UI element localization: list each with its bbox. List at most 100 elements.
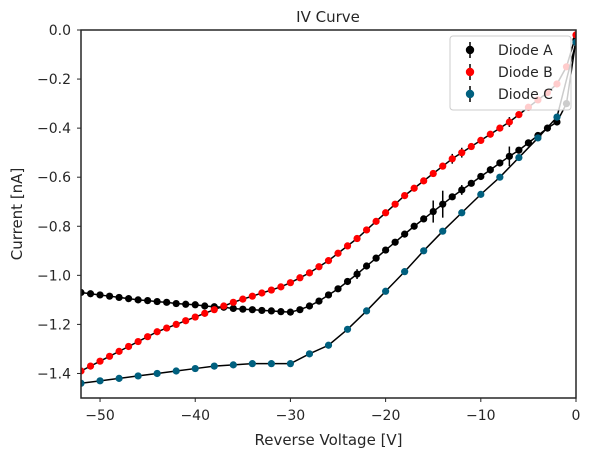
data-point [191,301,199,309]
legend-label: Diode C [498,87,553,103]
data-point [210,362,218,370]
data-point [439,200,447,208]
data-point [96,377,104,385]
y-tick-label: −1.2 [37,317,71,333]
x-tick-label: −30 [276,408,306,424]
data-point [496,159,504,167]
data-point [572,31,576,39]
y-tick-label: −0.2 [37,72,71,88]
data-point [172,367,180,375]
data-point [305,269,314,277]
plot-frame [80,29,577,399]
data-point [144,297,152,305]
data-point [420,177,428,185]
data-point [458,186,466,194]
data-point [448,193,456,201]
data-point [572,38,576,46]
data-point [467,179,475,187]
data-point [553,113,561,121]
y-tick-label: −0.6 [37,170,71,186]
data-point [239,305,247,313]
data-point [477,136,485,144]
data-point [182,317,190,325]
data-point [477,190,485,198]
data-point [201,309,209,317]
data-point [362,262,371,270]
data-point [343,242,352,250]
legend-item: Diode A [465,42,553,59]
data-point [486,130,494,138]
data-point [401,268,409,276]
data-point [172,299,180,308]
legend-box [449,35,572,111]
data-point [153,297,161,306]
data-point [429,207,437,216]
data-point [315,297,323,305]
data-point [229,304,237,313]
data-point [286,279,295,287]
data-point [477,172,485,181]
y-axis-label: Current [nA] [8,168,26,261]
data-point [296,274,304,282]
y-tick-label: −0.8 [37,219,71,235]
data-point [515,111,523,119]
data-point [201,302,209,310]
data-point [115,374,123,382]
chart-title: IV Curve [296,8,360,26]
data-point [372,254,380,262]
data-point [401,192,409,200]
data-point [86,362,95,370]
series-diode-c [81,38,576,387]
data-point [429,169,437,178]
y-tick-label: −0.4 [37,121,71,137]
data-point [277,308,285,316]
data-point [239,295,247,303]
data-point [182,300,190,308]
data-point [229,298,237,306]
data-point [401,230,409,238]
data-point [305,302,314,310]
data-point [286,360,295,368]
data-point [115,293,123,302]
data-point [96,357,104,365]
legend-item: Diode C [465,86,553,103]
data-point [258,306,266,315]
data-point [296,306,304,314]
data-point [96,291,104,299]
data-point [486,166,494,174]
data-point [267,307,275,315]
data-point [515,153,523,162]
data-point [248,306,256,314]
y-tick-label: −1.0 [37,268,71,284]
data-point [124,295,133,303]
data-point [115,347,123,355]
data-point [505,152,513,160]
data-point [420,247,428,255]
data-point [172,320,180,328]
data-point [134,296,142,304]
x-tick-label: −40 [180,408,210,424]
legend-item: Diode B [465,64,553,81]
data-point [286,308,295,316]
data-point [134,337,142,346]
data-point [248,360,256,368]
data-point [353,270,361,278]
data-point [496,124,504,132]
data-point [191,364,199,373]
x-tick-label: −50 [85,408,115,424]
data-point [410,184,418,192]
data-point [391,238,399,246]
data-point [267,360,275,368]
x-tick-label: 0 [572,408,581,424]
x-tick-label: −20 [371,408,401,424]
data-point [524,139,533,147]
data-point [153,328,161,336]
data-point [163,324,171,332]
data-point [505,118,513,126]
y-tick-label: 0.0 [49,23,71,39]
data-point [81,379,85,387]
x-axis-label: Reverse Voltage [V] [254,431,402,449]
data-point [163,298,171,306]
data-point [353,234,361,243]
